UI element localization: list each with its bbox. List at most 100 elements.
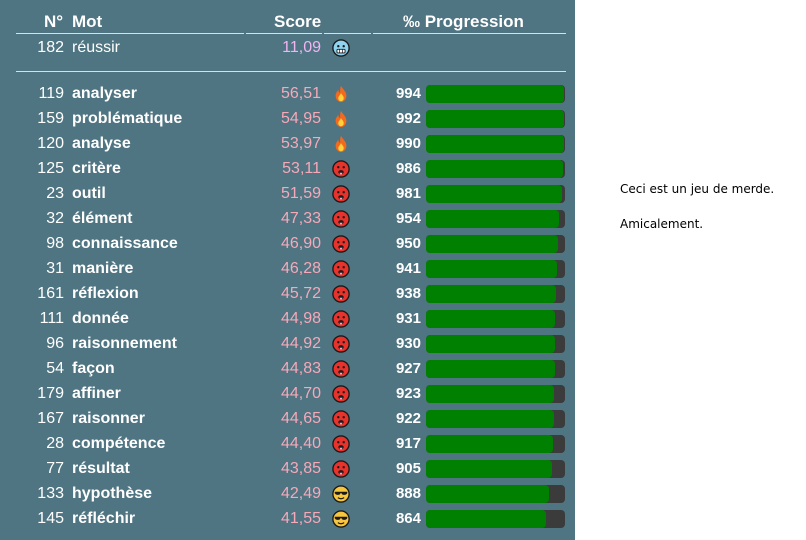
progress-bar xyxy=(426,235,565,253)
guess-number: 31 xyxy=(46,260,64,277)
guess-score: 44,92 xyxy=(280,335,321,352)
guess-number: 32 xyxy=(46,210,64,227)
progress-value: 930 xyxy=(395,335,421,352)
guess-word: problématique xyxy=(72,110,183,127)
guess-table: N° Mot Score ‰ Progression 182 réussir 1… xyxy=(0,0,575,540)
column-header-word: Mot xyxy=(72,12,103,31)
table-row: 23 outil 51,59 981 xyxy=(0,181,575,206)
hot-face-icon xyxy=(332,460,350,478)
progress-value: 922 xyxy=(395,410,421,427)
guess-word: donnée xyxy=(72,310,129,327)
progress-value: 990 xyxy=(395,135,421,152)
progress-bar xyxy=(426,360,565,378)
progress-value: 905 xyxy=(395,460,421,477)
progress-bar-fill xyxy=(426,460,552,478)
table-row: 119 analyser 56,51 994 xyxy=(0,81,575,106)
table-row: 31 manière 46,28 941 xyxy=(0,256,575,281)
hot-face-icon xyxy=(332,335,350,353)
guess-score: 41,55 xyxy=(280,510,321,527)
guess-number: 159 xyxy=(37,110,64,127)
table-row: 133 hypothèse 42,49 888 xyxy=(0,481,575,506)
header-divider xyxy=(324,33,371,34)
table-row: 120 analyse 53,97 990 xyxy=(0,131,575,156)
guess-number: 167 xyxy=(37,410,64,427)
guess-word: raisonnement xyxy=(72,335,177,352)
progress-bar xyxy=(426,260,565,278)
progress-bar xyxy=(426,85,565,103)
progress-bar-fill xyxy=(426,310,556,328)
hot-face-icon xyxy=(332,385,350,403)
guess-number: 120 xyxy=(37,135,64,152)
guess-word: raisonner xyxy=(72,410,145,427)
guess-number: 179 xyxy=(37,385,64,402)
progress-bar-fill xyxy=(426,160,564,178)
table-row: 111 donnée 44,98 931 xyxy=(0,306,575,331)
guess-score: 46,28 xyxy=(280,260,321,277)
guess-number: 96 xyxy=(46,335,64,352)
progress-bar-fill xyxy=(426,110,564,128)
progress-bar xyxy=(426,285,565,303)
guess-number: 98 xyxy=(46,235,64,252)
table-row: 28 compétence 44,40 917 xyxy=(0,431,575,456)
guess-number: 111 xyxy=(39,310,64,327)
guess-number: 182 xyxy=(37,39,64,56)
table-row: 96 raisonnement 44,92 930 xyxy=(0,331,575,356)
progress-bar xyxy=(426,435,565,453)
hot-face-icon xyxy=(332,185,350,203)
progress-value: 941 xyxy=(395,260,421,277)
message-line: Amicalement. xyxy=(620,217,704,231)
hot-face-icon xyxy=(332,260,350,278)
guess-score: 44,40 xyxy=(280,435,321,452)
hot-face-icon xyxy=(332,310,350,328)
table-row: 125 critère 53,11 986 xyxy=(0,156,575,181)
cold-face-icon xyxy=(332,39,350,57)
guess-number: 54 xyxy=(46,360,64,377)
progress-bar xyxy=(426,485,565,503)
sunglasses-face-icon xyxy=(332,510,350,528)
guess-word: outil xyxy=(72,185,106,202)
guess-score: 44,70 xyxy=(280,385,321,402)
guess-number: 119 xyxy=(38,85,64,102)
hot-face-icon xyxy=(332,285,350,303)
progress-bar-fill xyxy=(426,260,557,278)
progress-value: 888 xyxy=(395,485,421,502)
guess-number: 133 xyxy=(37,485,64,502)
progress-value: 981 xyxy=(395,185,421,202)
hot-face-icon xyxy=(332,235,350,253)
guess-score: 43,85 xyxy=(280,460,321,477)
guess-score: 51,59 xyxy=(280,185,321,202)
progress-bar xyxy=(426,410,565,428)
header-divider xyxy=(373,33,566,34)
progress-bar-fill xyxy=(426,235,559,253)
progress-value: 986 xyxy=(395,160,421,177)
guess-number: 145 xyxy=(37,510,64,527)
progress-bar xyxy=(426,510,565,528)
progress-bar xyxy=(426,385,565,403)
progress-value: 923 xyxy=(395,385,421,402)
progress-bar-fill xyxy=(426,85,565,103)
guess-score: 11,09 xyxy=(282,39,321,56)
fire-icon xyxy=(335,110,347,128)
table-row: 167 raisonner 44,65 922 xyxy=(0,406,575,431)
progress-bar-fill xyxy=(426,435,554,453)
guess-score: 44,83 xyxy=(280,360,321,377)
fire-icon xyxy=(335,135,347,153)
guess-word: analyser xyxy=(72,85,137,102)
progress-bar xyxy=(426,110,565,128)
column-header-score: Score xyxy=(274,12,322,31)
guess-word: élément xyxy=(72,210,133,227)
progress-value: 864 xyxy=(395,510,421,527)
guess-score: 45,72 xyxy=(280,285,321,302)
guess-word: réussir xyxy=(72,39,121,56)
progress-value: 931 xyxy=(395,310,421,327)
fire-icon xyxy=(335,85,347,103)
guess-number: 28 xyxy=(46,435,64,452)
guess-score: 44,65 xyxy=(280,410,321,427)
progress-bar-fill xyxy=(426,385,555,403)
progress-bar xyxy=(426,460,565,478)
guess-score: 47,33 xyxy=(280,210,321,227)
guess-word: compétence xyxy=(72,435,166,452)
section-divider xyxy=(16,71,566,72)
progress-bar xyxy=(426,310,565,328)
guess-word: analyse xyxy=(72,135,131,152)
